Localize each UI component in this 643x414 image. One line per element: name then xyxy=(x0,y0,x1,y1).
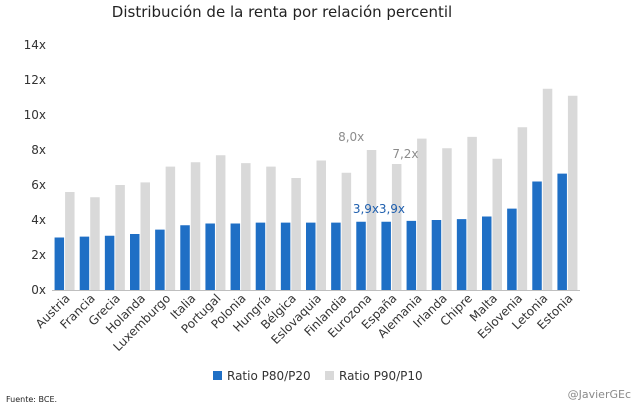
bar-p80-p20 xyxy=(54,237,65,290)
bar-p90-p10 xyxy=(266,166,276,290)
bar-p90-p10 xyxy=(165,166,176,290)
bar-p80-p20 xyxy=(280,222,291,290)
chart-title: Distribución de la renta por relación pe… xyxy=(112,3,452,21)
annotation-label: 8,0x xyxy=(338,130,364,144)
bar-p80-p20 xyxy=(406,220,417,290)
bar-p90-p10 xyxy=(140,182,150,290)
legend-swatch-p80-p20 xyxy=(213,371,222,380)
annotations: 8,0x 7,2x 3,9x 3,9x xyxy=(338,130,418,216)
bar-p90-p10 xyxy=(391,164,402,290)
bar-p80-p20 xyxy=(155,229,165,290)
bar-p90-p10 xyxy=(190,162,201,290)
bar-p80-p20 xyxy=(456,219,467,290)
author-credit: @JavierGEc xyxy=(567,388,631,401)
bar-p80-p20 xyxy=(230,223,241,290)
y-tick-label: 14x xyxy=(24,38,46,52)
bar-p80-p20 xyxy=(180,225,190,290)
y-tick-label: 4x xyxy=(31,213,46,227)
bar-p90-p10 xyxy=(215,155,226,290)
y-tick-label: 0x xyxy=(31,283,46,297)
legend-label-p90-p10: Ratio P90/P10 xyxy=(339,369,423,383)
legend: Ratio P80/P20 Ratio P90/P10 xyxy=(213,369,423,383)
y-tick-label: 10x xyxy=(24,108,46,122)
bar-p80-p20 xyxy=(104,235,115,290)
bar-p90-p10 xyxy=(291,178,301,290)
bars xyxy=(54,88,578,290)
bar-p90-p10 xyxy=(517,127,528,290)
bar-p80-p20 xyxy=(306,222,316,290)
bar-p80-p20 xyxy=(130,234,140,290)
bar-p80-p20 xyxy=(331,222,341,290)
bar-p90-p10 xyxy=(366,150,377,290)
source-note: Fuente: BCE. xyxy=(6,395,58,404)
bar-p80-p20 xyxy=(532,181,542,290)
bar-p80-p20 xyxy=(431,220,442,290)
annotation-label: 7,2x xyxy=(392,147,418,161)
bar-p90-p10 xyxy=(467,136,477,290)
bar-p90-p10 xyxy=(417,138,427,290)
y-axis: 0x 2x 4x 6x 8x 10x 12x 14x xyxy=(24,38,46,297)
bar-p80-p20 xyxy=(356,221,366,290)
bar-p90-p10 xyxy=(241,163,251,290)
bar-p80-p20 xyxy=(507,208,517,290)
y-tick-label: 8x xyxy=(31,143,46,157)
bar-p90-p10 xyxy=(115,185,125,290)
bar-p90-p10 xyxy=(65,192,75,290)
bar-p80-p20 xyxy=(255,222,266,290)
bar-p80-p20 xyxy=(205,223,215,290)
legend-swatch-p90-p10 xyxy=(325,371,334,380)
bar-p90-p10 xyxy=(316,160,326,290)
bar-p80-p20 xyxy=(79,236,90,290)
bar-p90-p10 xyxy=(90,197,100,290)
bar-p80-p20 xyxy=(381,221,391,290)
y-tick-label: 6x xyxy=(31,178,46,192)
annotation-label: 3,9x xyxy=(379,202,405,216)
y-tick-label: 12x xyxy=(24,73,46,87)
bar-p90-p10 xyxy=(341,172,352,290)
bar-p90-p10 xyxy=(542,88,553,290)
bar-p90-p10 xyxy=(442,148,452,290)
y-tick-label: 2x xyxy=(31,248,46,262)
bar-p90-p10 xyxy=(492,158,502,290)
bar-p80-p20 xyxy=(482,216,492,290)
legend-label-p80-p20: Ratio P80/P20 xyxy=(227,369,311,383)
x-axis: AustriaFranciaGreciaHolandaLuxemburgoIta… xyxy=(33,291,576,354)
annotation-label: 3,9x xyxy=(353,202,379,216)
bar-p90-p10 xyxy=(567,95,578,290)
bar-p80-p20 xyxy=(557,173,567,290)
